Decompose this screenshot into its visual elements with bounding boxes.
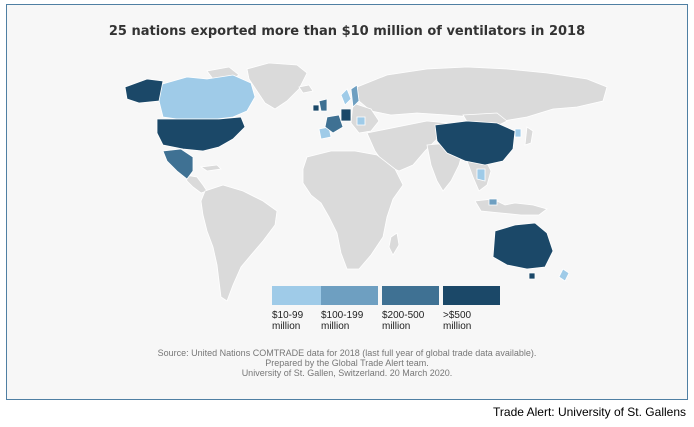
africa [302, 150, 404, 270]
korea [514, 128, 522, 138]
legend-label-line1: $100-199 [321, 310, 364, 321]
france [324, 114, 344, 134]
legend-item-over-500: >$500 million [443, 286, 500, 332]
legend-swatch [382, 286, 439, 305]
madagascar [388, 232, 400, 256]
mexico [162, 148, 194, 180]
indonesia [474, 198, 548, 216]
legend-item-10-99: $10-99 million [272, 286, 329, 332]
greenland [246, 62, 308, 110]
united-states [156, 116, 246, 152]
eastern-europe-light [356, 116, 366, 126]
legend-label-line2: million [443, 321, 472, 332]
china [434, 120, 516, 166]
legend-label: $100-199 million [321, 310, 377, 332]
legend-item-100-199: $100-199 million [321, 286, 378, 332]
legend-swatch [321, 286, 378, 305]
new-zealand [558, 268, 570, 282]
legend-label: $10-99 million [272, 310, 328, 332]
germany [340, 108, 352, 122]
caribbean [199, 164, 222, 172]
source-note: Source: United Nations COMTRADE data for… [7, 348, 687, 378]
south-america [200, 184, 278, 302]
legend-label-line2: million [272, 321, 301, 332]
alaska [124, 78, 164, 104]
sweden [350, 84, 360, 108]
japan [524, 126, 534, 146]
legend-label-line1: >$500 [443, 310, 472, 321]
legend-label: $200-500 million [382, 310, 438, 332]
scandinavia-light [340, 88, 352, 106]
source-line1: Source: United Nations COMTRADE data for… [157, 348, 537, 358]
canada [158, 74, 256, 120]
legend-label-line1: $10-99 [272, 310, 304, 321]
russia [356, 66, 608, 122]
iceland [298, 84, 314, 94]
tasmania [528, 272, 536, 280]
map-title: 25 nations exported more than $10 millio… [108, 24, 586, 39]
legend-label-line1: $200-500 [382, 310, 425, 321]
map-frame: 25 nations exported more than $10 millio… [6, 4, 688, 400]
thailand [476, 168, 486, 182]
legend-item-200-500: $200-500 million [382, 286, 439, 332]
legend-swatch [443, 286, 500, 305]
footer-credit: Trade Alert: University of St. Gallens [493, 405, 686, 419]
australia [492, 222, 554, 270]
world-map [124, 62, 608, 302]
legend-swatch [272, 286, 329, 305]
legend-label-line2: million [321, 321, 350, 332]
malaysia [488, 198, 498, 206]
uk [318, 98, 328, 112]
legend-label: >$500 million [443, 310, 499, 332]
ireland [312, 104, 320, 112]
legend-label-line2: million [382, 321, 411, 332]
source-line2: Prepared by the Global Trade Alert team. [265, 358, 429, 368]
central-america [184, 174, 208, 194]
source-line3: University of St. Gallen, Switzerland. 2… [241, 368, 453, 378]
